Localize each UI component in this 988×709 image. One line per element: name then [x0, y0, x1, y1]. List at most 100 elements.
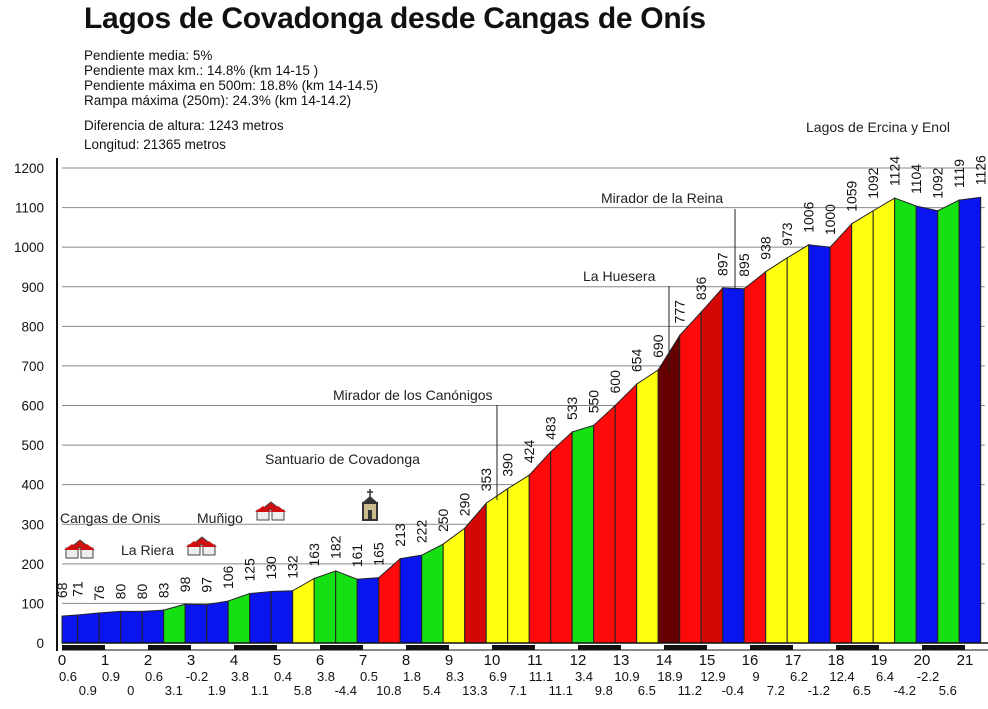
km-stripe [148, 645, 191, 650]
x-tick-label: 6 [316, 652, 324, 669]
elevation-label: 1059 [844, 180, 860, 211]
km-stripe [578, 645, 621, 650]
profile-segment [206, 600, 229, 644]
profile-segment [937, 199, 960, 644]
gradient-label: 11.1 [529, 669, 553, 684]
y-tick-label: 300 [21, 517, 44, 532]
profile-segment [184, 603, 208, 644]
village-icon [255, 501, 286, 521]
village-icon [64, 539, 95, 559]
elevation-label: 836 [693, 277, 709, 301]
elevation-label: 250 [435, 508, 451, 532]
x-tick-label: 16 [742, 652, 759, 669]
gradient-label: -0.2 [186, 669, 208, 684]
place-label: Santuario de Covadonga [265, 451, 420, 467]
profile-segment [636, 368, 659, 644]
y-tick-label: 500 [21, 438, 44, 453]
profile-segment [851, 209, 874, 644]
profile-segment [679, 310, 702, 644]
gradient-label: -4.2 [894, 683, 916, 698]
gradient-label: 11.1 [549, 683, 573, 698]
elevation-label: 390 [500, 453, 516, 477]
gradient-label: 6.5 [853, 683, 871, 698]
gradient-label: 0.6 [59, 669, 77, 684]
gradient-label: 5.4 [423, 683, 441, 698]
elevation-label: 222 [414, 520, 430, 544]
elevation-label: 290 [457, 493, 473, 517]
profile-segment [292, 577, 315, 644]
place-label: Lagos de Ercina y Enol [806, 119, 950, 135]
elevation-label: 97 [199, 577, 215, 593]
stat-length: Longitud: 21365 metros [84, 137, 226, 152]
elevation-label: 83 [156, 582, 172, 598]
x-tick-label: 12 [570, 652, 587, 669]
place-label: Mirador de los Canónigos [333, 387, 493, 403]
gradient-label: 5.8 [294, 683, 312, 698]
elevation-label: 1006 [801, 201, 817, 232]
gradient-label: 10.8 [376, 683, 401, 698]
gradient-label: 3.1 [165, 683, 183, 698]
profile-segment [657, 333, 681, 644]
y-tick-label: 900 [21, 280, 44, 295]
elevation-label: 973 [779, 222, 795, 246]
village-icon [186, 536, 217, 556]
profile-segment [743, 270, 767, 644]
profile-segment [829, 222, 853, 644]
gradient-label: 3.8 [317, 669, 335, 684]
gradient-label: 1.1 [251, 683, 269, 698]
gradient-label: -2.2 [917, 669, 939, 684]
elevation-label: 654 [629, 349, 645, 373]
elevation-label: 897 [715, 252, 731, 276]
church-icon [362, 489, 378, 521]
profile-segment [528, 450, 552, 644]
profile-segment [163, 603, 186, 644]
gradient-label: 0.5 [360, 669, 378, 684]
place-label: Mirador de la Reina [601, 190, 723, 206]
y-tick-label: 700 [21, 359, 44, 374]
profile-segment [120, 610, 143, 644]
stat-max-km-gradient: Pendiente max km.: 14.8% (km 14-15 ) [84, 63, 319, 78]
stat-max-ramp: Rampa máxima (250m): 24.3% (km 14-14.2) [84, 93, 352, 108]
gradient-label: 6.5 [638, 683, 656, 698]
gradient-label: 5.6 [939, 683, 957, 698]
profile-segment [61, 614, 79, 644]
place-label: Cangas de Onis [60, 510, 160, 526]
elevation-label: 80 [134, 584, 150, 600]
elevation-label: 533 [564, 396, 580, 420]
km-stripe [406, 645, 449, 650]
y-tick-label: 100 [21, 596, 44, 611]
elevation-label: 600 [607, 370, 623, 394]
gradient-label: 9.8 [595, 683, 613, 698]
elevation-label: 76 [91, 585, 107, 601]
elevation-label: 1092 [930, 167, 946, 198]
profile-segment [356, 577, 380, 644]
chart-title: Lagos de Covadonga desde Cangas de Onís [84, 2, 706, 35]
x-tick-label: 9 [445, 652, 453, 669]
profile-segment [722, 287, 745, 644]
km-stripe [234, 645, 277, 650]
elevation-label: 938 [758, 236, 774, 260]
gradient-label: 6.4 [876, 669, 894, 684]
profile-segment [872, 197, 896, 644]
elevation-label: 1124 [887, 156, 903, 186]
y-tick-label: 600 [21, 399, 44, 414]
profile-segment [249, 590, 272, 644]
elevation-label: 71 [70, 581, 86, 597]
elevation-label: 895 [736, 253, 752, 277]
profile-segment [614, 382, 638, 644]
profile-segment [700, 286, 724, 644]
x-tick-label: 19 [871, 652, 888, 669]
gradient-label: 3.4 [575, 669, 593, 684]
profile-segment [399, 554, 423, 644]
profile-segment [593, 404, 616, 644]
elevation-label: 165 [371, 542, 387, 566]
profile-segment [507, 474, 530, 644]
gradient-label: 11.2 [678, 683, 702, 698]
gradient-label: 12.4 [829, 669, 854, 684]
elevation-label: 1126 [973, 155, 988, 185]
profile-segment [786, 243, 810, 644]
elevation-label: 132 [285, 555, 301, 579]
x-tick-label: 15 [699, 652, 716, 669]
km-stripe [62, 645, 105, 650]
